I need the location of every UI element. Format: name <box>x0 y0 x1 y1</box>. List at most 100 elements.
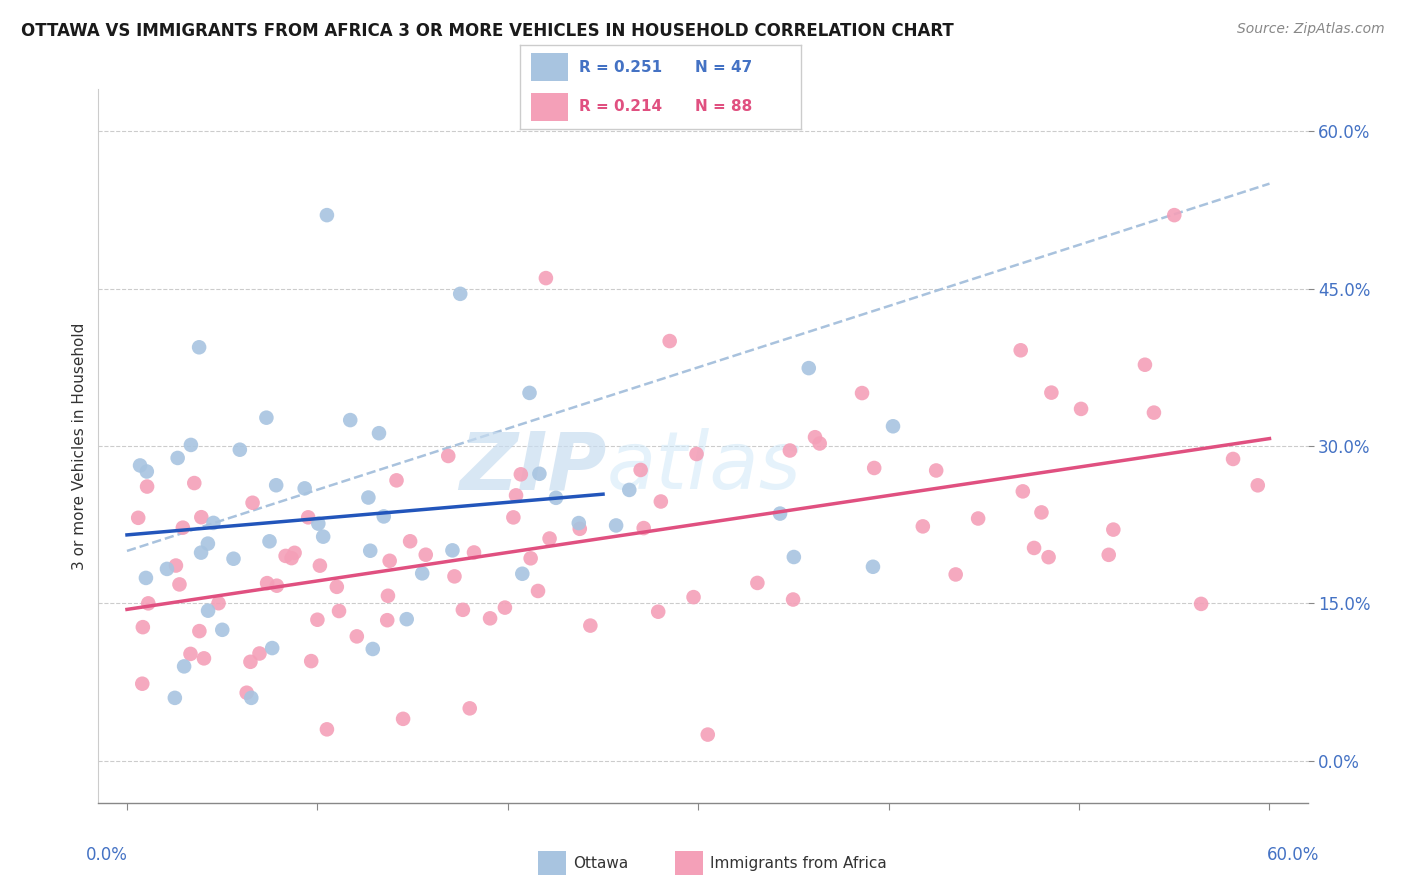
Point <box>378 554 401 568</box>
Point <box>316 208 339 222</box>
FancyBboxPatch shape <box>537 851 565 875</box>
Point <box>183 476 205 491</box>
Point <box>1189 597 1212 611</box>
Point <box>851 386 873 401</box>
Point <box>395 612 418 626</box>
Point <box>188 624 211 639</box>
Point <box>779 443 801 458</box>
Point <box>647 605 669 619</box>
Text: 0.0%: 0.0% <box>86 846 128 863</box>
Point <box>129 458 152 473</box>
Point <box>505 488 527 502</box>
Point <box>527 584 550 599</box>
Point <box>179 647 201 661</box>
Point <box>1247 478 1270 492</box>
Point <box>169 577 191 591</box>
Point <box>1031 505 1053 519</box>
Point <box>1163 208 1185 222</box>
Point <box>630 463 652 477</box>
Point <box>135 465 157 479</box>
Point <box>312 530 335 544</box>
Point <box>202 516 225 530</box>
Point <box>510 566 533 581</box>
Point <box>239 655 262 669</box>
FancyBboxPatch shape <box>531 54 568 81</box>
Point <box>463 545 485 559</box>
Point <box>309 558 332 573</box>
Point <box>682 590 704 604</box>
Text: ZIP: ZIP <box>458 428 606 507</box>
Point <box>307 613 329 627</box>
Point <box>441 543 464 558</box>
Text: Immigrants from Africa: Immigrants from Africa <box>710 855 887 871</box>
Point <box>180 438 202 452</box>
Point <box>242 496 264 510</box>
Point <box>326 580 349 594</box>
Point <box>190 546 212 560</box>
Point <box>519 385 541 400</box>
Point <box>451 603 474 617</box>
Point <box>373 509 395 524</box>
Point <box>1038 550 1060 565</box>
Point <box>249 647 271 661</box>
Point <box>166 450 188 465</box>
Point <box>863 461 886 475</box>
Point <box>579 618 602 632</box>
Point <box>1102 523 1125 537</box>
Point <box>259 534 281 549</box>
Point <box>797 361 820 376</box>
Text: 60.0%: 60.0% <box>1267 846 1320 863</box>
Point <box>172 521 194 535</box>
Point <box>136 596 159 610</box>
Point <box>135 571 157 585</box>
Point <box>509 467 531 482</box>
Point <box>274 549 297 563</box>
Point <box>211 623 233 637</box>
Point <box>862 559 884 574</box>
Point <box>328 604 350 618</box>
FancyBboxPatch shape <box>531 93 568 120</box>
Point <box>502 510 524 524</box>
Point <box>458 701 481 715</box>
Point <box>411 566 433 581</box>
Point <box>534 271 557 285</box>
Point <box>808 436 831 450</box>
Text: Source: ZipAtlas.com: Source: ZipAtlas.com <box>1237 22 1385 37</box>
Point <box>882 419 904 434</box>
Y-axis label: 3 or more Vehicles in Household: 3 or more Vehicles in Household <box>72 322 87 570</box>
Point <box>339 413 361 427</box>
Point <box>163 690 186 705</box>
Point <box>747 576 769 591</box>
Point <box>280 551 302 566</box>
Point <box>449 286 471 301</box>
Point <box>197 536 219 550</box>
Point <box>605 518 627 533</box>
Text: R = 0.214: R = 0.214 <box>579 99 662 114</box>
Point <box>190 510 212 524</box>
Point <box>783 549 806 564</box>
Point <box>262 641 284 656</box>
Point <box>264 478 287 492</box>
Point <box>619 483 641 497</box>
Point <box>188 340 211 354</box>
Point <box>399 534 422 549</box>
Point <box>415 548 437 562</box>
Point <box>392 712 415 726</box>
Point <box>1222 452 1244 467</box>
Point <box>658 334 681 348</box>
Point <box>769 507 792 521</box>
Point <box>538 532 561 546</box>
Point <box>1040 385 1063 400</box>
Point <box>437 449 460 463</box>
Point <box>375 613 398 627</box>
Point <box>361 642 384 657</box>
Point <box>307 516 329 531</box>
Point <box>967 511 990 525</box>
Point <box>284 546 307 560</box>
Point <box>235 686 257 700</box>
Point <box>529 467 551 481</box>
Text: N = 47: N = 47 <box>695 60 752 75</box>
Point <box>294 481 316 495</box>
Point <box>165 558 187 573</box>
Point <box>782 592 804 607</box>
